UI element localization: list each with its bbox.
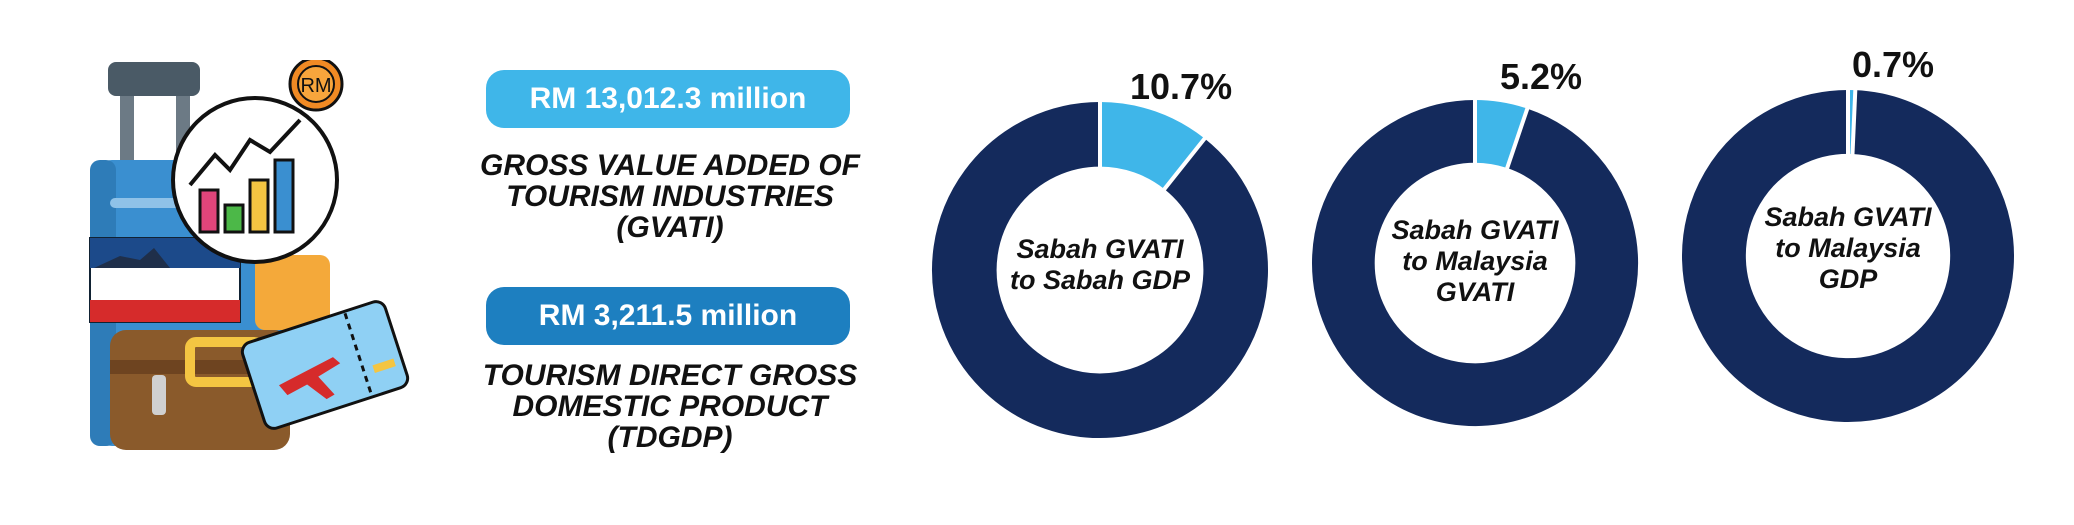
donut-svg xyxy=(1312,99,1638,426)
donut-center-label-line: to Malaysia xyxy=(1402,246,1548,276)
donut-slice-separator xyxy=(1162,136,1207,192)
donut-chart-gvati-to-malaysia-gvati xyxy=(1310,98,1640,428)
donut-center-label-line: to Malaysia xyxy=(1775,233,1921,263)
donut-slice-remainder xyxy=(1312,100,1638,426)
tdgdp-description-line: TOURISM DIRECT GROSS xyxy=(482,359,858,392)
donut-center-label-line: GVATI xyxy=(1435,277,1515,307)
donut-center-label-line: GDP xyxy=(1818,264,1878,294)
gvati-description-line: GROSS VALUE ADDED OF xyxy=(479,149,861,182)
donut-slice-share xyxy=(1098,102,1205,190)
donut-slice-share xyxy=(1474,100,1528,169)
donut-slice-remainder xyxy=(1682,90,2014,422)
donut-value-label: 0.7% xyxy=(1852,44,1935,85)
donut-center-label-line: Sabah GVATI xyxy=(1391,215,1559,245)
donut-chart-gvati-to-malaysia-gdp xyxy=(1680,88,2016,424)
luggage-with-flag-chart-coin-ticket-icon: RM xyxy=(89,56,410,450)
donut-center-label-line: Sabah GVATI xyxy=(1764,202,1932,232)
gvati-description-line: (GVATI) xyxy=(616,211,724,244)
donut-center-label: Sabah GVATI to Sabah GDP xyxy=(1000,234,1200,296)
svg-text:RM: RM xyxy=(300,75,331,97)
donut-slice-separator xyxy=(1504,107,1530,170)
gvati-description: GROSS VALUE ADDED OF TOURISM INDUSTRIES … xyxy=(430,150,910,243)
donut-chart-gvati-to-sabah-gdp xyxy=(930,100,1270,440)
donut-value-label: 5.2% xyxy=(1500,56,1583,97)
donut-center-label: Sabah GVATI to Malaysia GVATI xyxy=(1375,215,1575,308)
donut-slice-remainder xyxy=(932,102,1268,438)
donut-slice-separator xyxy=(1850,89,1858,156)
luggage-illustration: RM xyxy=(80,56,420,460)
donut-value-label: 10.7% xyxy=(1130,66,1233,107)
donut-svg xyxy=(932,101,1268,438)
donut-svg xyxy=(1682,89,2014,422)
tdgdp-description-line: DOMESTIC PRODUCT xyxy=(512,390,828,423)
tdgdp-description-line: (TDGDP) xyxy=(607,421,733,454)
tdgdp-amount-badge: RM 3,211.5 million xyxy=(486,287,850,345)
tdgdp-description: TOURISM DIRECT GROSS DOMESTIC PRODUCT (T… xyxy=(430,360,910,453)
donut-center-label-line: to Sabah GDP xyxy=(1009,265,1191,295)
gvati-amount-badge: RM 13,012.3 million xyxy=(486,70,850,128)
donut-center-label-line: Sabah GVATI xyxy=(1016,234,1184,264)
donut-center-label: Sabah GVATI to Malaysia GDP xyxy=(1748,202,1948,295)
gvati-description-line: TOURISM INDUSTRIES xyxy=(506,180,834,213)
